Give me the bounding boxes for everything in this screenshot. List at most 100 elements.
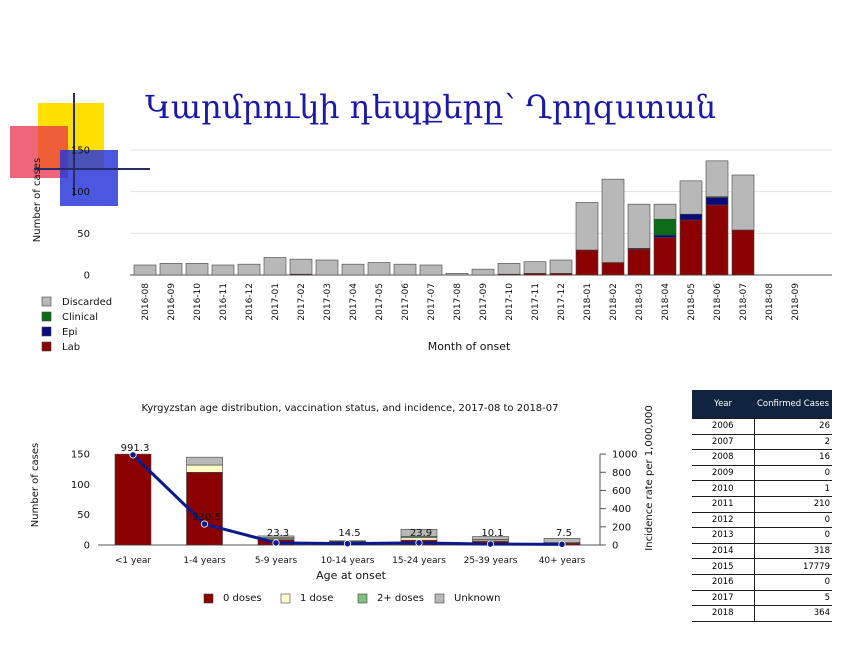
bar-discarded-2017-05 (367, 262, 391, 276)
bar-discarded-2016-12 (237, 263, 261, 276)
table-cell-year: 2008 (692, 449, 755, 466)
table-cell-year: 2006 (692, 418, 755, 435)
x-tick-label-2017-03: 2017-03 (323, 283, 333, 321)
x-tick-label-2017-04: 2017-04 (349, 283, 359, 321)
table-row: 2016 0 (692, 574, 832, 591)
table-row: 2015 17779 (692, 558, 832, 575)
y2-tick-label-200: 200 (612, 522, 631, 533)
bar-discarded-2018-01 (575, 202, 599, 251)
bar-discarded-2018-03 (627, 203, 651, 249)
chart-title: Kyrgyzstan age distribution, vaccination… (141, 403, 558, 414)
y-tick-label-100: 100 (71, 187, 90, 198)
x-tick-label-2018-07: 2018-07 (739, 283, 749, 321)
legend-label-3: Unknown (454, 593, 500, 604)
slide-title: Կարմրուկի դեպքերը՝ Ղրղզստան (145, 88, 717, 126)
x-tick-label-2017-10: 2017-10 (505, 283, 515, 321)
x-tick-label-2017-01: 2017-01 (271, 283, 281, 321)
bar-discarded-2016-09 (159, 263, 183, 276)
table-row: 2013 0 (692, 527, 832, 544)
table-row: 2018 364 (692, 605, 832, 622)
x-tick-label-4: 15-24 years (392, 556, 446, 566)
x-tick-label-2018-09: 2018-09 (791, 283, 801, 321)
incidence-point-5 (486, 540, 495, 548)
bar-discarded-2018-07 (731, 174, 755, 231)
y2-tick-label-600: 600 (612, 486, 631, 497)
incidence-point-6 (558, 540, 566, 548)
x-tick-label-2017-11: 2017-11 (531, 283, 541, 321)
y-tick-label-50: 50 (77, 229, 90, 240)
table-cell-year: 2009 (692, 465, 755, 482)
x-tick-label-2017-02: 2017-02 (297, 283, 307, 321)
bar-discarded-2017-03 (315, 259, 339, 276)
table-cell-cases: 318 (754, 543, 832, 560)
x-axis-title: Month of onset (428, 340, 511, 353)
legend-swatch-3 (434, 593, 445, 604)
y-axis-title: Number of cases (30, 443, 41, 527)
incidence-point-4 (415, 539, 423, 547)
table-row: 2012 0 (692, 512, 832, 529)
table-body: 2006 26 2007 2 2008 16 2009 0 2010 1 2011 210 2012 0 2… (692, 418, 832, 622)
y-tick-label-0: 0 (84, 271, 90, 282)
confirmed-cases-table: Year Confirmed Cases 2006 26 2007 2 2008 16 20… (692, 390, 832, 622)
legend-label-epi: Epi (62, 327, 77, 338)
table-row: 2006 26 (692, 418, 832, 435)
bar-discarded-2017-07 (419, 264, 443, 276)
y2-tick-label-0: 0 (612, 541, 618, 552)
bar-1-dose-1 (186, 464, 223, 473)
table-row: 2008 16 (692, 449, 832, 466)
table-cell-year: 2013 (692, 527, 755, 544)
x-tick-label-2016-11: 2016-11 (219, 283, 229, 321)
table-cell-year: 2017 (692, 590, 755, 607)
x-tick-label-2018-01: 2018-01 (583, 283, 593, 321)
table-cell-cases: 0 (754, 512, 832, 529)
y-tick-label-50: 50 (77, 510, 90, 521)
incidence-data-label-6: 7.5 (556, 528, 572, 539)
legend-swatch-2 (357, 593, 368, 604)
legend-label-discarded: Discarded (62, 297, 112, 308)
table-cell-cases: 0 (754, 465, 832, 482)
bar-discarded-2018-04 (653, 203, 677, 220)
bar-discarded-2017-10 (497, 263, 521, 275)
bar-unknown-5 (472, 536, 509, 540)
y-tick-label-0: 0 (84, 541, 90, 552)
table-cell-cases: 364 (754, 605, 832, 622)
legend-swatch-clinical (41, 311, 52, 322)
table-cell-year: 2007 (692, 434, 755, 451)
table-row: 2011 210 (692, 496, 832, 513)
x-tick-label-2018-03: 2018-03 (635, 283, 645, 321)
x-tick-label-2017-06: 2017-06 (401, 283, 411, 321)
deco-blue-square (60, 150, 118, 206)
x-tick-label-2: 5-9 years (255, 556, 298, 566)
table-cell-year: 2018 (692, 605, 755, 622)
table-row: 2007 2 (692, 434, 832, 451)
y2-tick-label-1000: 1000 (612, 450, 637, 461)
table-cell-year: 2015 (692, 558, 755, 575)
incidence-data-label-0: 991.3 (121, 443, 150, 454)
legend-label-1: 1 dose (300, 593, 333, 604)
bar-discarded-2016-08 (133, 264, 157, 276)
incidence-point-1 (200, 520, 209, 528)
bar-0-doses-0 (114, 453, 152, 546)
bar-discarded-2018-05 (679, 180, 703, 215)
bar-discarded-2017-06 (393, 263, 417, 276)
table-cell-cases: 0 (754, 574, 832, 591)
x-tick-label-2018-08: 2018-08 (765, 283, 775, 321)
legend-swatch-discarded (41, 296, 52, 307)
table-cell-cases: 2 (754, 434, 832, 451)
table-row: 2010 1 (692, 480, 832, 497)
incidence-data-label-1: 230.5 (192, 512, 221, 523)
x-tick-label-6: 40+ years (539, 556, 586, 566)
bar-unknown-1 (186, 456, 223, 466)
table-cell-cases: 16 (754, 449, 832, 466)
bar-discarded-2017-01 (263, 257, 287, 276)
y2-tick-label-400: 400 (612, 504, 631, 515)
y-tick-label-100: 100 (71, 480, 90, 491)
x-tick-label-2018-06: 2018-06 (713, 283, 723, 321)
bar-discarded-2018-06 (705, 160, 729, 197)
legend-swatch-lab (41, 341, 52, 352)
incidence-point-3 (343, 540, 352, 548)
legend-swatch-1 (280, 593, 291, 604)
table-row: 2017 5 (692, 590, 832, 607)
